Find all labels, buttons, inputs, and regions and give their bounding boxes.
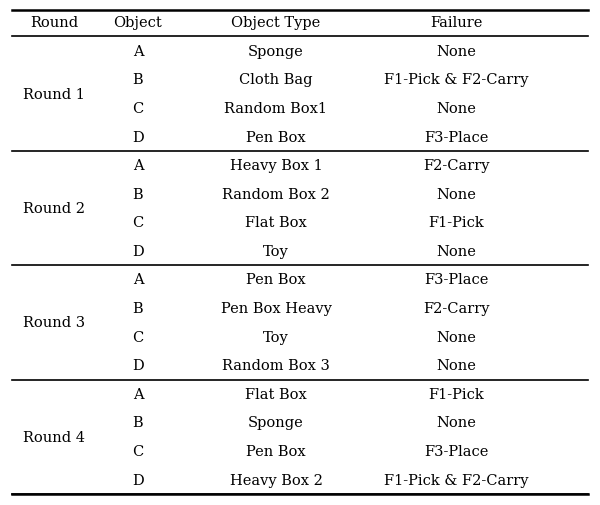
Text: Random Box 3: Random Box 3 (222, 359, 330, 373)
Text: D: D (132, 473, 144, 487)
Text: B: B (133, 301, 143, 316)
Text: None: None (436, 102, 476, 116)
Text: A: A (133, 273, 143, 287)
Text: A: A (133, 44, 143, 59)
Text: Heavy Box 1: Heavy Box 1 (230, 159, 322, 173)
Text: F1-Pick: F1-Pick (428, 387, 484, 401)
Text: D: D (132, 359, 144, 373)
Text: Flat Box: Flat Box (245, 387, 307, 401)
Text: None: None (436, 244, 476, 259)
Text: F3-Place: F3-Place (424, 273, 488, 287)
Text: Round 3: Round 3 (23, 316, 85, 330)
Text: None: None (436, 359, 476, 373)
Text: Sponge: Sponge (248, 416, 304, 430)
Text: D: D (132, 244, 144, 259)
Text: None: None (436, 330, 476, 344)
Text: C: C (133, 216, 143, 230)
Text: F1-Pick & F2-Carry: F1-Pick & F2-Carry (384, 473, 528, 487)
Text: Pen Box Heavy: Pen Box Heavy (221, 301, 331, 316)
Text: Heavy Box 2: Heavy Box 2 (230, 473, 322, 487)
Text: Pen Box: Pen Box (246, 130, 306, 144)
Text: F1-Pick: F1-Pick (428, 216, 484, 230)
Text: Random Box1: Random Box1 (224, 102, 328, 116)
Text: F2-Carry: F2-Carry (423, 159, 489, 173)
Text: B: B (133, 187, 143, 201)
Text: Sponge: Sponge (248, 44, 304, 59)
Text: Random Box 2: Random Box 2 (222, 187, 330, 201)
Text: A: A (133, 159, 143, 173)
Text: A: A (133, 387, 143, 401)
Text: Round: Round (30, 16, 78, 30)
Text: C: C (133, 444, 143, 458)
Text: Toy: Toy (263, 330, 289, 344)
Text: F2-Carry: F2-Carry (423, 301, 489, 316)
Text: Round 2: Round 2 (23, 201, 85, 216)
Text: C: C (133, 330, 143, 344)
Text: Failure: Failure (430, 16, 482, 30)
Text: None: None (436, 416, 476, 430)
Text: Flat Box: Flat Box (245, 216, 307, 230)
Text: Pen Box: Pen Box (246, 273, 306, 287)
Text: B: B (133, 416, 143, 430)
Text: F1-Pick & F2-Carry: F1-Pick & F2-Carry (384, 73, 528, 87)
Text: F3-Place: F3-Place (424, 444, 488, 458)
Text: F3-Place: F3-Place (424, 130, 488, 144)
Text: Round 4: Round 4 (23, 430, 85, 444)
Text: B: B (133, 73, 143, 87)
Text: Pen Box: Pen Box (246, 444, 306, 458)
Text: None: None (436, 44, 476, 59)
Text: D: D (132, 130, 144, 144)
Text: Object: Object (113, 16, 163, 30)
Text: C: C (133, 102, 143, 116)
Text: Toy: Toy (263, 244, 289, 259)
Text: Round 1: Round 1 (23, 87, 85, 102)
Text: Cloth Bag: Cloth Bag (239, 73, 313, 87)
Text: Object Type: Object Type (232, 16, 320, 30)
Text: None: None (436, 187, 476, 201)
